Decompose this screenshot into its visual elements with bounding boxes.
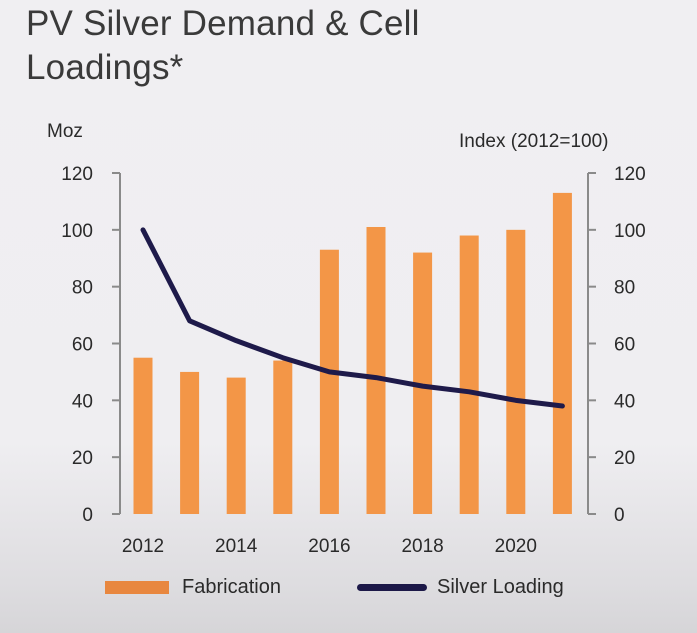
- left-tick-label-120: 120: [61, 164, 93, 185]
- x-tick-label-2020: 2020: [495, 536, 537, 557]
- left-tick-label-80: 80: [72, 278, 93, 299]
- x-tick-label-2018: 2018: [401, 536, 443, 557]
- left-axis: 0 20 40 60 80 100 120: [61, 164, 121, 526]
- right-tick-label-80: 80: [614, 278, 635, 299]
- legend-item-fabrication: Fabrication: [105, 574, 281, 600]
- legend-swatch-silver-loading: [357, 583, 427, 591]
- bar-2017: [366, 226, 386, 514]
- right-axis: 0 20 40 60 80 100 120: [587, 164, 646, 526]
- bar-2018: [413, 252, 433, 515]
- left-tick-label-0: 0: [82, 505, 93, 526]
- right-tick-label-40: 40: [614, 391, 635, 412]
- x-tick-label-2012: 2012: [122, 536, 164, 557]
- right-tick-label-100: 100: [614, 221, 646, 242]
- bar-2020: [506, 229, 526, 515]
- bar-2013: [180, 371, 200, 514]
- legend-item-silver-loading: Silver Loading: [357, 574, 564, 600]
- right-tick-label-0: 0: [614, 505, 625, 526]
- bar-2016: [319, 249, 339, 514]
- bar-2015: [273, 360, 293, 514]
- legend-label-fabrication: Fabrication: [182, 575, 281, 598]
- left-axis-label: Moz: [47, 121, 83, 142]
- right-axis-label: Index (2012=100): [459, 131, 609, 152]
- bar-2021: [552, 192, 572, 514]
- line-series-silver-loading: [140, 227, 565, 409]
- legend-swatch-fabrication: [105, 580, 169, 594]
- silver-loading-line: [140, 227, 565, 409]
- bar-2012: [133, 357, 153, 514]
- bar-2014: [226, 377, 246, 514]
- chart-title: PV Silver Demand & Cell Loadings*: [26, 4, 420, 87]
- x-tick-label-2014: 2014: [215, 536, 258, 557]
- right-tick-label-20: 20: [614, 448, 635, 469]
- left-tick-label-100: 100: [61, 221, 93, 242]
- x-axis: 2012 2014 2016 2018 2020: [122, 536, 537, 557]
- bar-2019: [459, 235, 479, 514]
- left-tick-label-20: 20: [72, 448, 93, 469]
- left-tick-label-40: 40: [72, 391, 93, 412]
- left-tick-label-60: 60: [72, 335, 93, 356]
- bar-series-fabrication: [133, 192, 572, 515]
- right-tick-label-60: 60: [614, 335, 635, 356]
- legend-label-silver-loading: Silver Loading: [437, 575, 564, 598]
- right-tick-label-120: 120: [614, 164, 646, 185]
- x-tick-label-2016: 2016: [308, 536, 350, 557]
